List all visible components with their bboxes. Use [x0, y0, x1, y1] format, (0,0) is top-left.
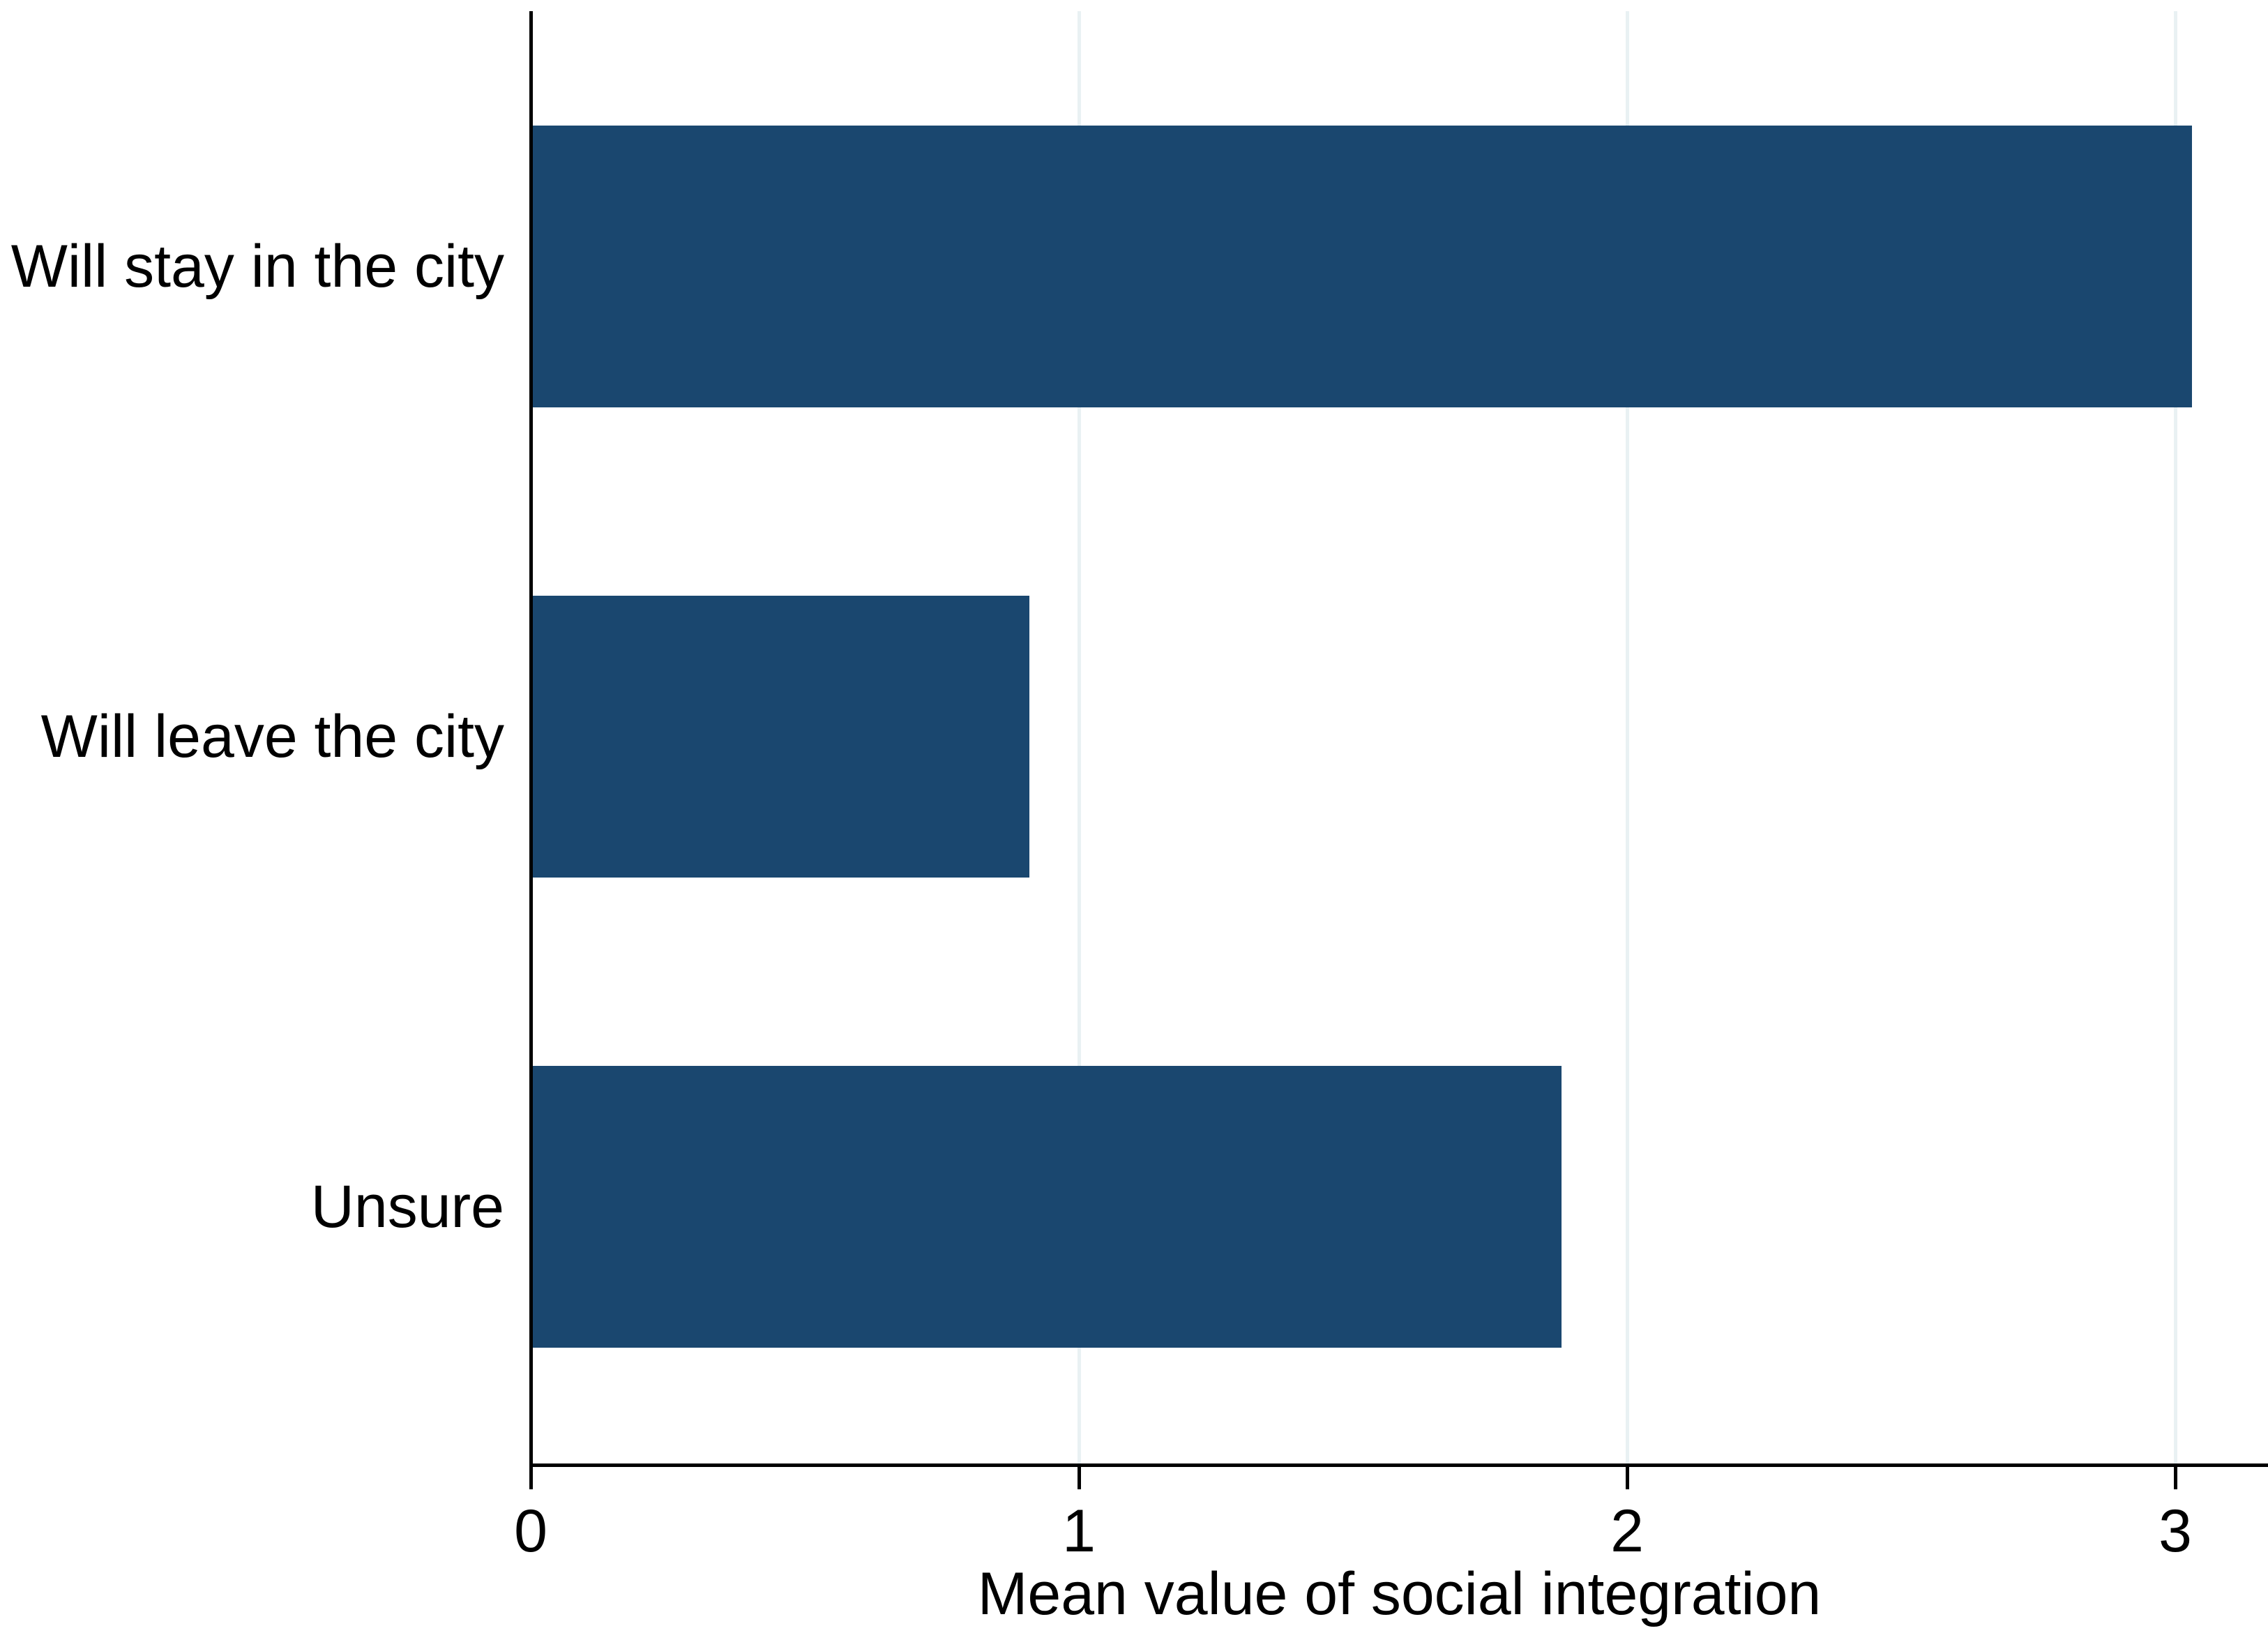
category-label-1: Will leave the city [40, 703, 504, 770]
bar-0 [532, 126, 2192, 407]
bar-2 [532, 1066, 1562, 1348]
x-axis-line [529, 1463, 2268, 1467]
x-tick-0 [529, 1467, 533, 1489]
x-tick-label-2: 2 [1610, 1498, 1644, 1565]
x-tick-2 [1626, 1467, 1629, 1489]
gridline-x-2 [1626, 11, 1629, 1463]
x-axis-title: Mean value of social integration [977, 1560, 1822, 1627]
y-axis-line [529, 11, 533, 1467]
x-tick-label-1: 1 [1062, 1498, 1096, 1565]
x-tick-3 [2174, 1467, 2177, 1489]
x-tick-1 [1078, 1467, 1081, 1489]
gridline-x-3 [2174, 11, 2177, 1463]
gridline-x-1 [1078, 11, 1081, 1463]
category-label-0: Will stay in the city [10, 233, 504, 300]
category-label-2: Unsure [310, 1173, 504, 1240]
bar-1 [532, 596, 1029, 878]
x-tick-label-0: 0 [514, 1498, 547, 1565]
x-tick-label-3: 3 [2159, 1498, 2192, 1565]
